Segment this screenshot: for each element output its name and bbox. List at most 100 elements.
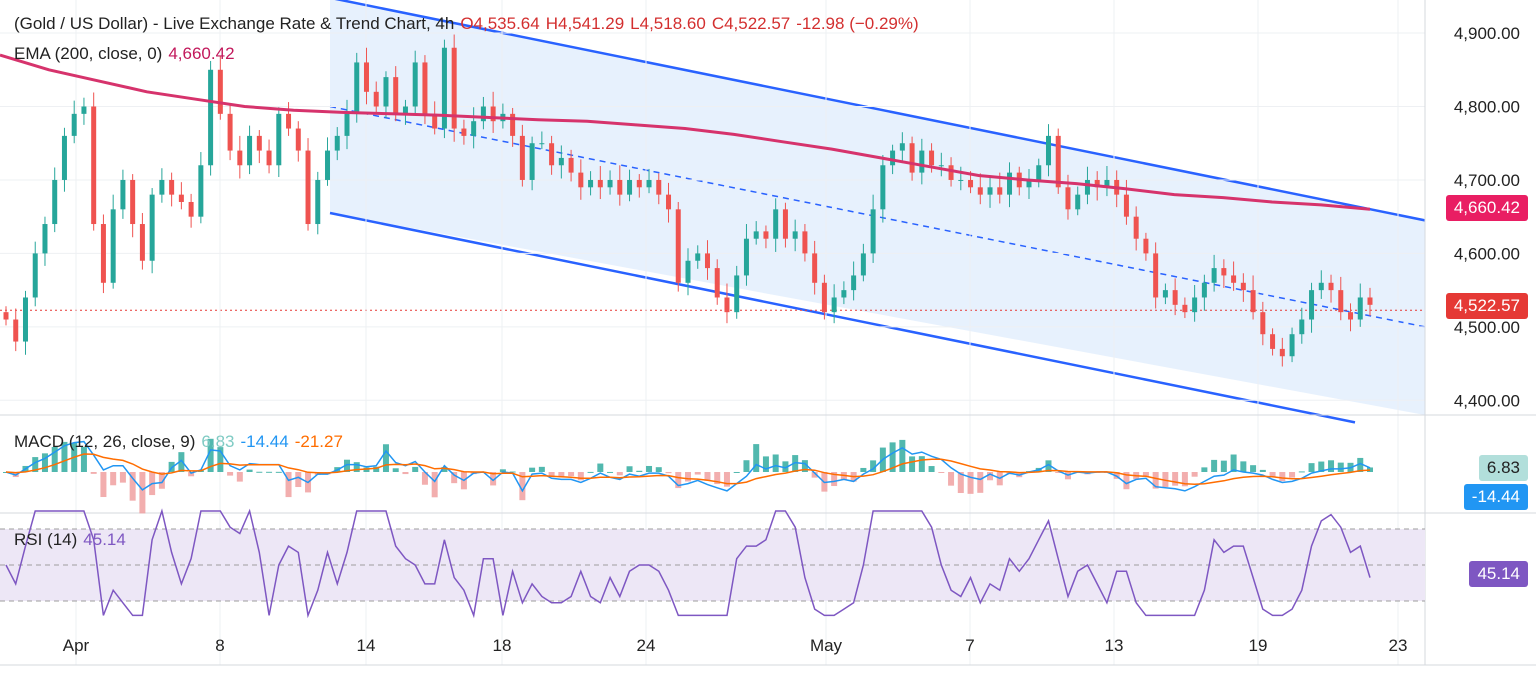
candle-body[interactable] [851, 275, 857, 291]
candle-body[interactable] [217, 69, 223, 114]
candle-body[interactable] [753, 231, 759, 239]
candle-body[interactable] [169, 179, 175, 195]
candle-body[interactable] [1094, 179, 1100, 188]
candle-body[interactable] [812, 253, 818, 283]
candle-body[interactable] [997, 187, 1003, 195]
candle-body[interactable] [1182, 304, 1188, 313]
candle-body[interactable] [1240, 282, 1246, 291]
candle-body[interactable] [334, 135, 340, 151]
candle-body[interactable] [1250, 290, 1256, 313]
candle-body[interactable] [1007, 172, 1013, 195]
candle-body[interactable] [42, 224, 48, 254]
candle-body[interactable] [393, 77, 399, 114]
candle-body[interactable] [666, 194, 672, 210]
candles[interactable] [3, 34, 1373, 367]
candle-body[interactable] [1357, 297, 1363, 320]
candle-body[interactable] [1055, 135, 1061, 188]
candle-body[interactable] [1221, 268, 1227, 276]
candle-body[interactable] [919, 150, 925, 173]
candle-body[interactable] [1270, 334, 1276, 349]
candle-body[interactable] [1084, 179, 1090, 195]
candle-body[interactable] [1260, 312, 1266, 335]
candle-body[interactable] [792, 231, 798, 239]
candle-body[interactable] [139, 224, 145, 261]
candle-body[interactable] [597, 179, 603, 188]
candle-body[interactable] [208, 69, 214, 166]
candle-body[interactable] [354, 62, 360, 114]
candle-body[interactable] [831, 297, 837, 313]
candle-body[interactable] [890, 150, 896, 166]
candle-body[interactable] [870, 209, 876, 254]
candle-body[interactable] [948, 165, 954, 180]
candle-body[interactable] [1338, 290, 1344, 313]
candle-body[interactable] [539, 143, 545, 145]
candle-body[interactable] [441, 47, 447, 129]
candle-body[interactable] [490, 106, 496, 122]
candle-body[interactable] [130, 179, 136, 225]
candle-body[interactable] [315, 179, 321, 225]
candle-body[interactable] [256, 135, 262, 151]
candle-body[interactable] [607, 179, 613, 188]
candle-body[interactable] [480, 106, 486, 122]
candle-body[interactable] [773, 209, 779, 239]
candle-body[interactable] [1045, 135, 1051, 166]
candle-body[interactable] [519, 135, 525, 180]
candle-body[interactable] [344, 113, 350, 136]
candle-body[interactable] [724, 297, 730, 313]
candle-body[interactable] [149, 194, 155, 261]
candle-body[interactable] [373, 91, 379, 107]
candle-body[interactable] [938, 165, 944, 167]
candle-body[interactable] [1367, 297, 1373, 305]
candle-body[interactable] [422, 62, 428, 114]
candle-body[interactable] [1123, 194, 1129, 217]
candle-body[interactable] [286, 113, 292, 129]
candle-body[interactable] [1211, 268, 1217, 283]
candle-body[interactable] [432, 113, 438, 129]
candle-body[interactable] [363, 62, 369, 92]
candle-body[interactable] [3, 312, 9, 320]
candle-body[interactable] [802, 231, 808, 254]
candle-body[interactable] [1309, 290, 1315, 320]
candle-body[interactable] [461, 128, 467, 136]
candle-body[interactable] [1026, 179, 1032, 188]
candle-body[interactable] [1328, 282, 1334, 291]
candle-body[interactable] [529, 143, 535, 180]
candle-body[interactable] [1065, 187, 1071, 210]
candle-body[interactable] [549, 143, 555, 166]
candle-body[interactable] [100, 224, 106, 283]
candle-body[interactable] [227, 113, 233, 151]
candle-body[interactable] [1162, 290, 1168, 298]
candle-body[interactable] [909, 143, 915, 173]
candle-body[interactable] [929, 150, 935, 166]
candle-body[interactable] [821, 282, 827, 313]
candle-body[interactable] [656, 179, 662, 195]
candle-body[interactable] [1192, 297, 1198, 313]
candle-body[interactable] [22, 297, 28, 342]
candle-body[interactable] [695, 253, 701, 261]
candle-body[interactable] [763, 231, 769, 239]
candle-body[interactable] [237, 150, 243, 166]
candle-body[interactable] [13, 319, 19, 342]
candle-body[interactable] [1299, 319, 1305, 335]
candle-body[interactable] [295, 128, 301, 151]
candle-body[interactable] [198, 165, 204, 217]
macd-legend[interactable]: MACD (12, 26, close, 9) 6.83 -14.44 -21.27 [14, 432, 349, 452]
candle-body[interactable] [636, 179, 642, 188]
candle-body[interactable] [159, 179, 165, 195]
candle-body[interactable] [1231, 275, 1237, 283]
candle-body[interactable] [32, 253, 38, 298]
candle-body[interactable] [899, 143, 905, 151]
candle-body[interactable] [568, 157, 574, 173]
candle-body[interactable] [120, 179, 126, 210]
candle-body[interactable] [412, 62, 418, 107]
candle-body[interactable] [1201, 282, 1207, 298]
candle-body[interactable] [734, 275, 740, 313]
candle-body[interactable] [558, 157, 564, 166]
candle-body[interactable] [958, 179, 964, 181]
candle-body[interactable] [1172, 290, 1178, 305]
candle-body[interactable] [1318, 282, 1324, 291]
rsi-legend[interactable]: RSI (14) 45.14 [14, 530, 132, 550]
candle-body[interactable] [110, 209, 116, 283]
candle-body[interactable] [81, 106, 87, 114]
